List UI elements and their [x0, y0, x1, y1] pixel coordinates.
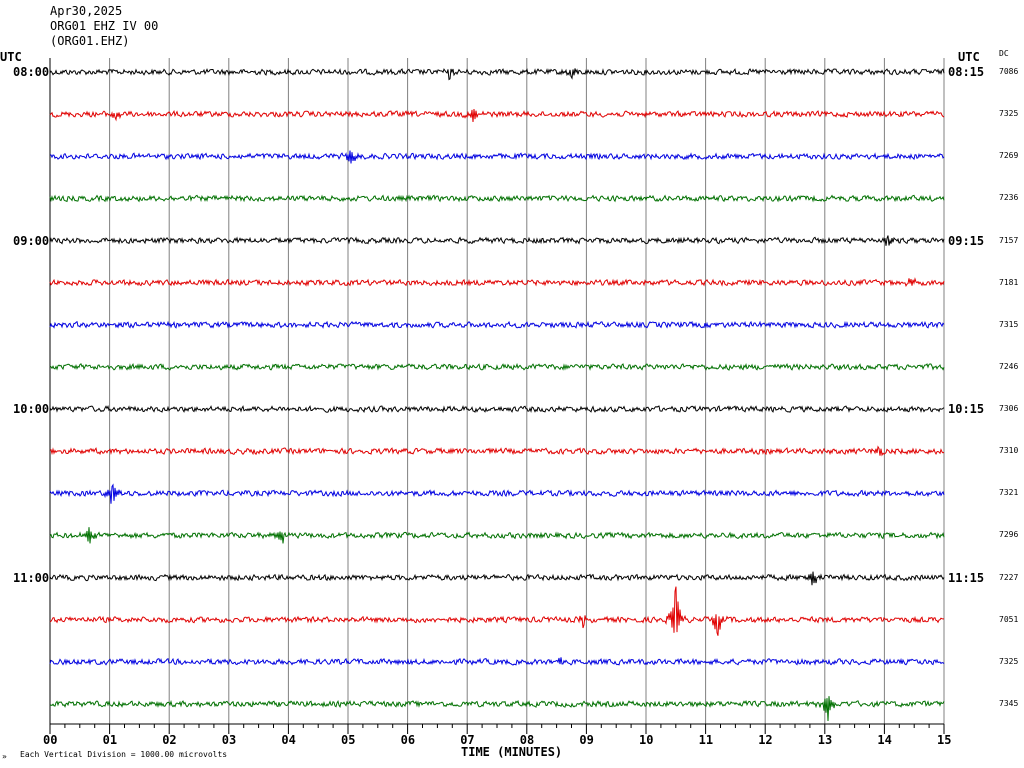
trace-line-2 — [49, 150, 945, 164]
trace-line-9 — [49, 445, 945, 457]
x-tick-label: 06 — [400, 733, 416, 747]
time-label-right: 10:15 — [948, 402, 985, 417]
x-tick-label: 10 — [639, 733, 654, 747]
scale-footer: Each Vertical Division = 1000.00 microvo… — [20, 750, 228, 759]
x-tick-label: 02 — [162, 733, 177, 747]
x-tick-label: 05 — [341, 733, 356, 747]
x-tick-label: 03 — [221, 733, 237, 747]
trace-line-4 — [49, 235, 945, 246]
dc-value: 7246 — [999, 361, 1019, 371]
dc-value: 7236 — [999, 193, 1019, 203]
utc-label-left: UTC — [0, 50, 22, 64]
trace-line-1 — [49, 108, 945, 122]
header-date: Apr30,2025 — [50, 4, 123, 18]
x-tick-label: 11 — [698, 733, 714, 747]
header-channel: (ORG01.EHZ) — [50, 34, 130, 48]
time-label-left: 09:00 — [13, 233, 50, 248]
utc-label-right: UTC — [958, 50, 980, 64]
trace-line-13 — [49, 586, 945, 636]
trace-line-0 — [49, 68, 945, 81]
dc-label: DC — [999, 49, 1009, 58]
trace-line-14 — [49, 657, 945, 666]
time-label-left: 10:00 — [13, 402, 50, 417]
minute-gridlines — [49, 58, 945, 724]
dc-value: 7269 — [999, 151, 1019, 161]
trace-line-3 — [49, 194, 945, 203]
trace-line-7 — [49, 362, 945, 371]
dc-value: 7296 — [999, 530, 1019, 540]
dc-value: 7227 — [999, 572, 1019, 582]
dc-value: 7306 — [999, 404, 1019, 414]
dc-value: 7086 — [999, 67, 1019, 76]
x-tick-label: 01 — [102, 733, 118, 747]
dc-value: 7325 — [999, 656, 1019, 666]
time-label-left: 11:00 — [13, 570, 50, 585]
x-tick-label: 04 — [281, 733, 296, 747]
dc-value: 7181 — [999, 277, 1019, 287]
dc-value: 7315 — [999, 319, 1019, 329]
time-label-right: 08:15 — [948, 65, 985, 79]
trace-line-5 — [49, 277, 945, 287]
x-tick-label: 13 — [817, 733, 833, 747]
dc-value: 7051 — [999, 614, 1019, 624]
corner-mark: » — [2, 752, 7, 761]
time-label-left: 08:00 — [13, 65, 50, 79]
trace-line-8 — [49, 404, 945, 414]
x-tick-label: 15 — [937, 733, 952, 747]
time-label-right: 09:15 — [948, 233, 985, 248]
x-tick-label: 07 — [460, 733, 475, 747]
dc-value: 7157 — [999, 235, 1019, 245]
trace-line-10 — [49, 483, 945, 504]
x-tick-label: 12 — [758, 733, 773, 747]
x-tick-label: 09 — [579, 733, 594, 747]
time-label-right: 11:15 — [948, 570, 985, 585]
trace-line-6 — [49, 320, 945, 329]
seismic-traces — [49, 68, 945, 722]
trace-line-11 — [49, 527, 945, 544]
x-axis-label: TIME (MINUTES) — [461, 745, 563, 759]
header-station: ORG01 EHZ IV 00 — [50, 19, 159, 33]
time-axis — [49, 723, 945, 734]
dc-value: 7321 — [999, 488, 1019, 498]
dc-value: 7345 — [999, 698, 1019, 708]
trace-line-15 — [49, 696, 945, 722]
x-tick-label: 08 — [519, 733, 535, 747]
dc-value: 7310 — [999, 446, 1019, 456]
dc-value: 7325 — [999, 109, 1019, 119]
x-tick-label: 14 — [877, 733, 892, 747]
trace-line-12 — [49, 571, 945, 586]
x-tick-label: 00 — [43, 733, 58, 747]
